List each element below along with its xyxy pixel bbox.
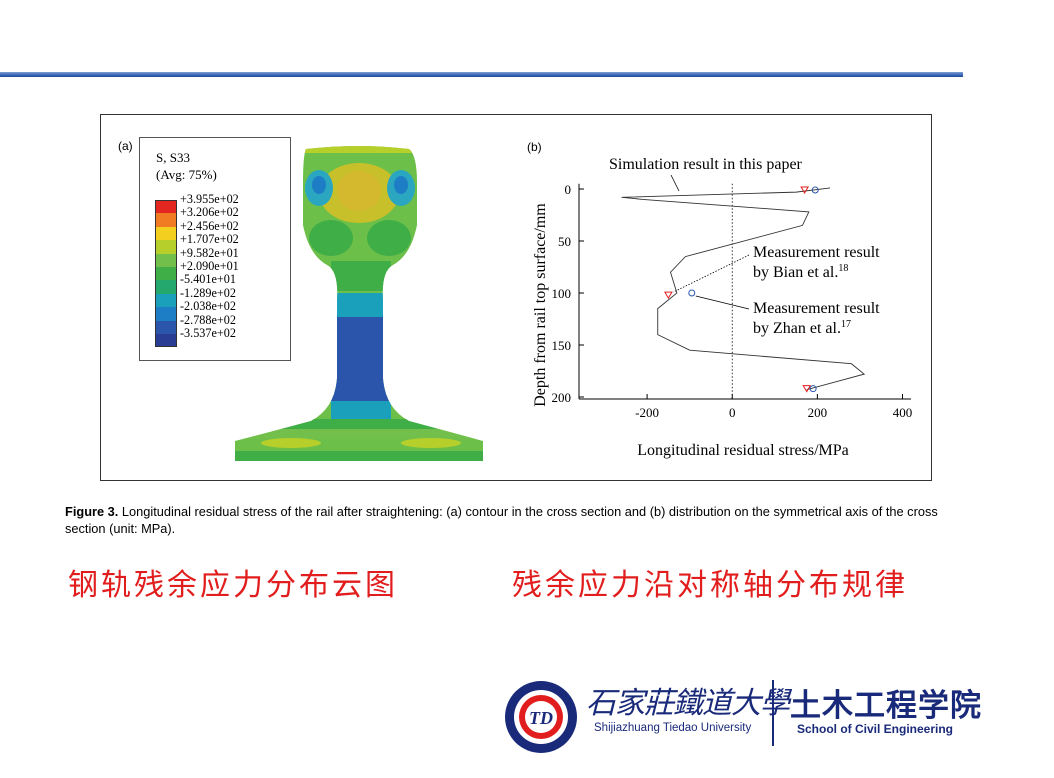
annotation-bian-line1: Measurement result: [753, 244, 880, 261]
y-tick-label: 100: [552, 286, 572, 301]
annotation-simulation: Simulation result in this paper: [609, 156, 803, 173]
annotation-zhan-line1: Measurement result: [753, 300, 880, 317]
x-tick-label: 400: [893, 405, 913, 420]
bian-point: [664, 291, 673, 300]
legend-value: -3.537e+02: [180, 326, 236, 341]
legend-swatch: [155, 240, 177, 254]
figure-caption: Figure 3. Longitudinal residual stress o…: [65, 503, 955, 537]
y-tick-label: 0: [565, 182, 572, 197]
legend-swatch: [155, 226, 177, 241]
figure-box: (a): [100, 114, 932, 481]
seal-text: TD: [529, 708, 553, 728]
legend-value: -2.788e+02: [180, 312, 236, 327]
legend-swatch: [155, 253, 177, 267]
legend-swatch: [155, 280, 177, 294]
y-tick-label: 150: [552, 338, 572, 353]
x-tick-label: -200: [635, 405, 659, 420]
legend-value: +3.206e+02: [180, 205, 239, 220]
legend-swatch: [155, 307, 177, 321]
arrow-simulation: [670, 174, 680, 192]
university-seal-icon: TD: [505, 681, 577, 753]
header-rule: [0, 72, 963, 77]
zhan-point: [809, 385, 817, 393]
legend-value: +2.090e+01: [180, 259, 239, 274]
legend-swatch: [155, 266, 177, 281]
y-axis-label: Depth from rail top surface/mm: [532, 203, 549, 407]
note-left: 钢轨残余应力分布云图: [68, 568, 398, 603]
note-right: 残余应力沿对称轴分布规律: [512, 568, 908, 603]
legend-value: -1.289e+02: [180, 285, 236, 300]
panel-a-tag: (a): [118, 139, 133, 153]
legend-value: -5.401e+01: [180, 272, 236, 287]
caption-text: Longitudinal residual stress of the rail…: [65, 504, 938, 536]
bian-point: [802, 385, 812, 393]
department-name-cn: 土木工程学院: [790, 688, 982, 724]
bian-point: [800, 186, 809, 195]
university-logo: TD 石家莊鐵道大學 Shijiazhuang Tiedao Universit…: [504, 672, 984, 753]
x-axis-label: Longitudinal residual stress/MPa: [637, 442, 849, 459]
annotation-bian-line2: by Bian et al.18: [753, 263, 848, 281]
legend-value: -2.038e+02: [180, 299, 236, 314]
legend-title: S, S33: [156, 150, 190, 165]
rail-contour: [235, 146, 483, 461]
caption-label: Figure 3.: [65, 504, 119, 519]
legend-value: +2.456e+02: [180, 218, 239, 233]
stress-depth-plot: (b) Depth from rail top surface/mm Longi…: [527, 140, 913, 459]
zhan-point: [688, 289, 696, 297]
legend-value: +1.707e+02: [180, 232, 239, 247]
y-tick-label: 200: [552, 390, 572, 405]
legend-value: +3.955e+02: [180, 192, 239, 206]
logo-divider: [772, 680, 774, 746]
legend-swatch: [155, 333, 177, 348]
contour-legend: S, S33 (Avg: 75%) +3.955e+02 +3.206e+02 +2…: [139, 137, 291, 361]
y-tick-label: 50: [558, 234, 571, 249]
legend-swatch: [155, 213, 177, 227]
legend-swatch: [155, 293, 177, 308]
panel-b-tag: (b): [527, 140, 542, 154]
arrow-zhan: [695, 295, 750, 310]
legend-subtitle: (Avg: 75%): [156, 167, 217, 182]
legend-values: +3.955e+02 +3.206e+02 +2.456e+02 +1.707e+02…: [180, 192, 239, 341]
university-name-en: Shijiazhuang Tiedao University: [594, 722, 752, 734]
legend-swatches: [155, 200, 177, 348]
legend-swatch: [155, 200, 177, 214]
simulation-line: [621, 187, 866, 391]
annotation-zhan-line2: by Zhan et al.17: [753, 319, 851, 337]
x-tick-label: 200: [808, 405, 828, 420]
department-name-en: School of Civil Engineering: [797, 722, 954, 736]
legend-value: +9.582e+01: [180, 245, 239, 260]
arrow-bian: [673, 254, 750, 293]
university-name-cn: 石家莊鐵道大學: [586, 686, 790, 721]
x-tick-label: 0: [729, 405, 736, 420]
zhan-point: [811, 186, 819, 194]
legend-swatch: [155, 320, 177, 334]
